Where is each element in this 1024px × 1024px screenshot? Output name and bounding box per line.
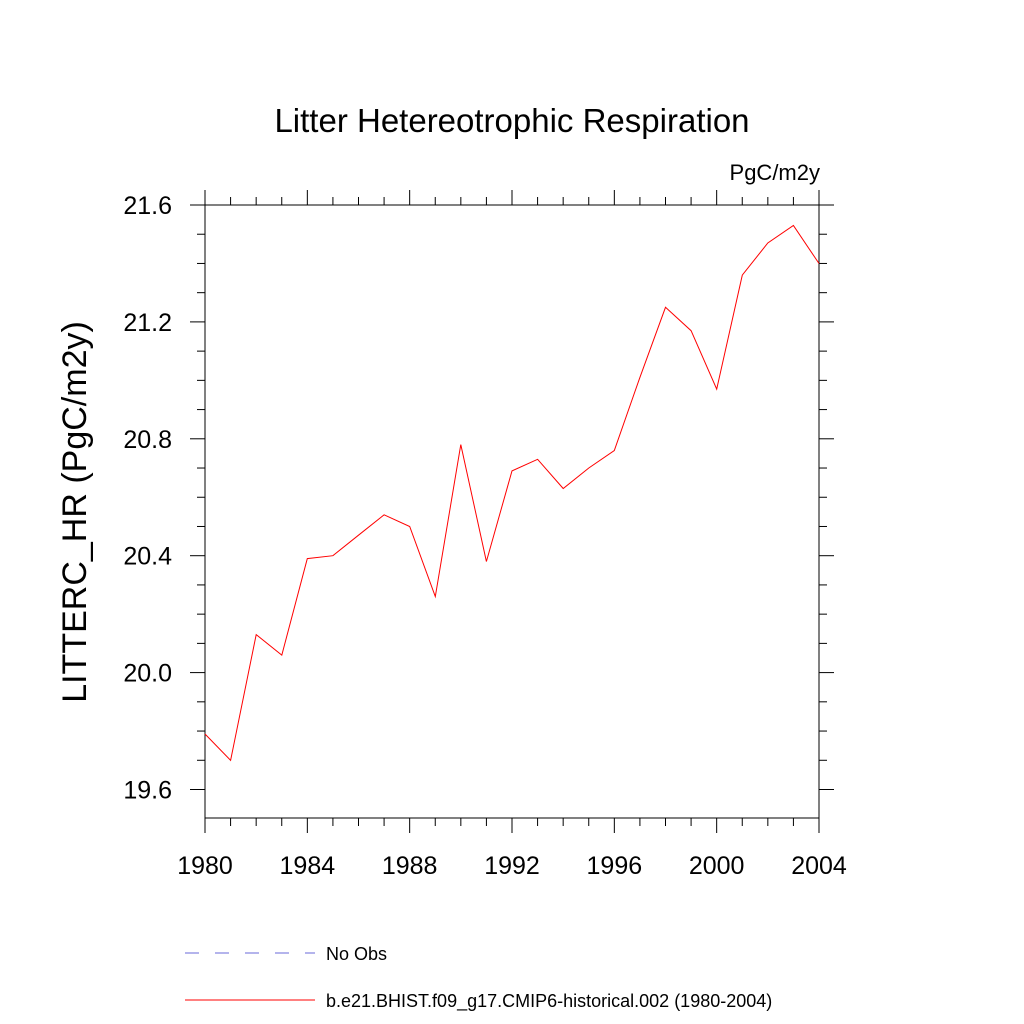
legend-label: b.e21.BHIST.f09_g17.CMIP6-historical.002…: [326, 991, 772, 1012]
y-tick-label: 19.6: [123, 777, 172, 805]
y-tick-label: 20.0: [123, 660, 172, 688]
y-tick-label: 20.4: [123, 543, 172, 571]
x-tick-label: 2004: [791, 852, 847, 880]
series-layer: [204, 224, 820, 762]
y-tick-label: 21.6: [123, 192, 172, 220]
x-axis-tick-labels: 1980 1984 1988 1992 1996 2000 2004: [177, 852, 847, 880]
plot-area-frame: [204, 204, 820, 819]
x-tick-label: 1996: [587, 852, 643, 880]
y-tick-label: 21.2: [123, 309, 172, 337]
x-tick-label: 1992: [484, 852, 540, 880]
y-tick-label: 20.8: [123, 426, 172, 454]
series-line: [204, 224, 820, 762]
y-axis-label: LITTERC_HR (PgC/m2y): [56, 321, 94, 703]
axis-ticks: [190, 190, 834, 833]
legend-label: No Obs: [326, 944, 387, 964]
units-label: PgC/m2y: [730, 160, 820, 185]
x-tick-label: 1980: [177, 852, 233, 880]
chart-title: Litter Hetereotrophic Respiration: [274, 102, 749, 139]
x-tick-label: 1984: [280, 852, 336, 880]
y-axis-tick-labels: 19.6 20.0 20.4 20.8 21.2 21.6: [123, 192, 172, 805]
x-tick-label: 2000: [689, 852, 745, 880]
x-tick-label: 1988: [382, 852, 438, 880]
legend: No Obs b.e21.BHIST.f09_g17.CMIP6-historic…: [185, 944, 772, 1012]
